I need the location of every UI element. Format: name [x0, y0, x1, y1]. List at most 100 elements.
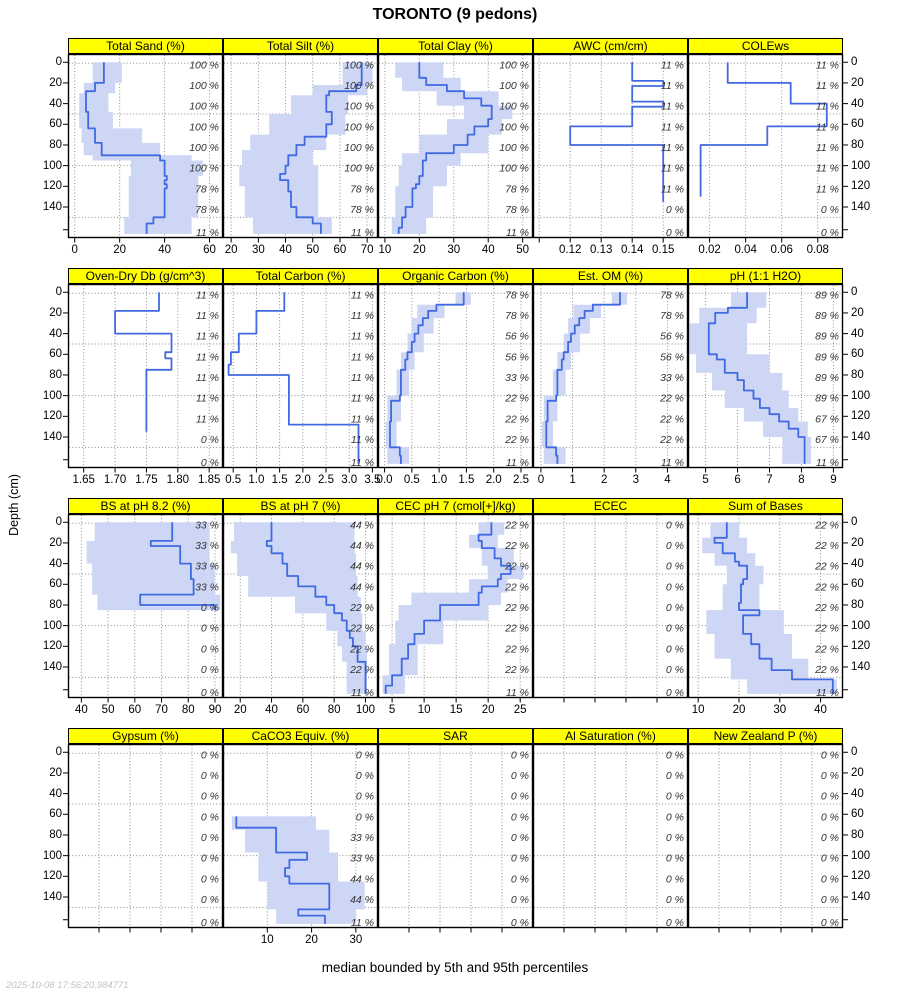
contrib-fraction-label: 22 %	[504, 602, 529, 614]
contrib-fraction-label: 11 %	[816, 80, 839, 92]
contrib-fraction-label: 0 %	[511, 791, 529, 803]
depth-tick-label-left: 20	[49, 536, 62, 549]
depth-tick-label-left: 100	[42, 849, 62, 862]
depth-tick-label-right: 0	[851, 516, 858, 529]
contrib-fraction-label: 11 %	[506, 457, 529, 469]
panel-colews: 11 % 11 % 11 % 11 % 11 % 11 % 11 % 0 % 0 %	[687, 53, 848, 243]
contrib-fraction-label: 0 %	[821, 917, 839, 929]
panel-plot-new-zealand-p: 0 % 0 % 0 % 0 % 0 % 0 % 0 % 0 % 0 %	[687, 743, 848, 933]
contrib-fraction-label: 44 %	[350, 873, 374, 885]
depth-tick-label-right: 20	[851, 306, 864, 319]
contrib-fraction-label: 78 %	[505, 289, 529, 301]
depth-tick-label-left: 60	[49, 808, 62, 821]
contrib-fraction-label: 78 %	[350, 204, 374, 216]
x-tick-label: 30	[349, 934, 363, 946]
contrib-fraction-label: 22 %	[814, 561, 839, 573]
contrib-fraction-label: 22 %	[504, 623, 529, 635]
depth-tick-label-left: 120	[42, 180, 62, 193]
contrib-fraction-label: 11 %	[816, 59, 839, 71]
figure-caption: median bounded by 5th and 95th percentil…	[321, 960, 589, 975]
contrib-fraction-label: 11 %	[816, 142, 839, 154]
contrib-fraction-label: 0 %	[356, 811, 374, 823]
x-tick-label: 1.0	[248, 474, 265, 486]
contrib-fraction-label: 22 %	[814, 519, 839, 531]
depth-tick-label-right: 80	[851, 138, 864, 151]
contrib-fraction-label: 22 %	[504, 561, 529, 573]
contrib-fraction-label: 0 %	[821, 853, 839, 865]
x-tick-label: 80	[327, 704, 341, 716]
panel-strip-ph: pH (1:1 H2O)	[688, 268, 843, 284]
contrib-fraction-label: 11 %	[351, 227, 374, 239]
depth-tick-label-left: 40	[49, 557, 62, 570]
contrib-fraction-label: 22 %	[814, 664, 839, 676]
x-tick-label: 10	[260, 934, 274, 946]
contrib-fraction-label: 0 %	[821, 227, 839, 239]
panel-strip-oven-dry-db: Oven-Dry Db (g/cm^3)	[68, 268, 223, 284]
x-tick-label: 20	[305, 934, 318, 946]
contrib-fraction-label: 0 %	[201, 643, 219, 655]
contrib-fraction-label: 11 %	[816, 687, 839, 699]
panel-strip-organic-carbon: Organic Carbon (%)	[378, 268, 533, 284]
contrib-fraction-label: 11 %	[816, 121, 839, 133]
panel-strip-est-om: Est. OM (%)	[533, 268, 688, 284]
contrib-fraction-label: 11 %	[661, 101, 684, 113]
x-tick-label: 1.80	[166, 474, 189, 486]
x-tick-label: 0.13	[589, 244, 613, 256]
contrib-fraction-label: 11 %	[661, 121, 684, 133]
x-tick-label: 60	[333, 244, 347, 256]
panel-strip-gypsum: Gypsum (%)	[68, 728, 223, 744]
depth-tick-label-right: 100	[851, 159, 871, 172]
panel-strip-awc: AWC (cm/cm)	[533, 38, 688, 54]
contrib-fraction-label: 0 %	[511, 811, 529, 823]
contrib-fraction-label: 0 %	[356, 770, 374, 782]
panel-sum-of-bases: 22 % 22 % 22 % 22 % 22 % 22 % 22 % 22 % 11 %	[687, 513, 848, 703]
contrib-fraction-label: 0 %	[356, 749, 374, 761]
x-tick-label: 2.5	[318, 474, 335, 486]
figure-title: TORONTO (9 pedons)	[372, 6, 538, 23]
x-tick-label: 30	[447, 244, 461, 256]
contrib-fraction-label: 22 %	[659, 393, 684, 405]
contrib-fraction-label: 100 %	[189, 101, 219, 113]
contrib-fraction-label: 22 %	[349, 664, 374, 676]
contrib-fraction-label: 0 %	[356, 791, 374, 803]
x-tick-label: 40	[265, 704, 278, 716]
contrib-fraction-label: 100 %	[499, 80, 529, 92]
contrib-fraction-label: 0 %	[511, 894, 529, 906]
contrib-fraction-label: 100 %	[189, 80, 219, 92]
panel-plot-sar: 0 % 0 % 0 % 0 % 0 % 0 % 0 % 0 % 0 %	[377, 743, 534, 933]
contrib-fraction-label: 100 %	[499, 163, 529, 175]
x-tick-label: 100	[355, 704, 376, 716]
depth-tick-label-right: 0	[851, 286, 858, 299]
contrib-fraction-label: 100 %	[189, 163, 219, 175]
contrib-fraction-label: 89 %	[815, 393, 839, 405]
panel-plot-bs-ph-8-2: 33 % 33 % 33 % 33 % 0 % 0 % 0 % 0 % 0 %	[63, 513, 224, 703]
contrib-fraction-label: 0 %	[821, 811, 839, 823]
contrib-fraction-label: 22 %	[814, 540, 839, 552]
depth-tick-label-left: 80	[49, 138, 62, 151]
contrib-fraction-label: 100 %	[499, 142, 529, 154]
x-tick-label: 0.14	[620, 244, 644, 256]
contrib-fraction-label: 0 %	[821, 894, 839, 906]
depth-tick-label-left: 40	[49, 97, 62, 110]
panel-new-zealand-p: 0 % 0 % 0 % 0 % 0 % 0 % 0 % 0 % 0 %	[687, 743, 848, 933]
depth-tick-label-right: 20	[851, 536, 864, 549]
contrib-fraction-label: 11 %	[196, 227, 219, 239]
panel-plot-caco3-equiv: 0 % 0 % 0 % 0 % 33 % 33 % 44 % 44 % 11 %	[222, 743, 379, 933]
contrib-fraction-label: 11 %	[196, 351, 219, 363]
contrib-fraction-label: 11 %	[351, 310, 374, 322]
contrib-fraction-label: 11 %	[196, 289, 219, 301]
x-tick-label: 6	[734, 474, 741, 486]
panel-plot-organic-carbon: 78 % 78 % 56 % 56 % 33 % 22 % 22 % 22 % 11 %	[377, 283, 534, 473]
depth-tick-label-left: 20	[49, 766, 62, 779]
contrib-fraction-label: 11 %	[661, 183, 684, 195]
contrib-fraction-label: 0 %	[666, 227, 684, 239]
contrib-fraction-label: 0 %	[511, 832, 529, 844]
contrib-fraction-label: 44 %	[350, 581, 374, 593]
depth-tick-label-left: 60	[49, 578, 62, 591]
panel-plot-total-silt: 100 % 100 % 100 % 100 % 100 % 100 % 78 % 78 % 11…	[222, 53, 379, 243]
x-tick-label: 1.5	[271, 474, 288, 486]
panel-strip-al-saturation: Al Saturation (%)	[533, 728, 688, 744]
panel-awc: 11 % 11 % 11 % 11 % 11 % 11 % 11 % 0 % 0 %	[532, 53, 689, 243]
contrib-fraction-label: 11 %	[506, 687, 529, 699]
contrib-fraction-label: 11 %	[351, 687, 374, 699]
